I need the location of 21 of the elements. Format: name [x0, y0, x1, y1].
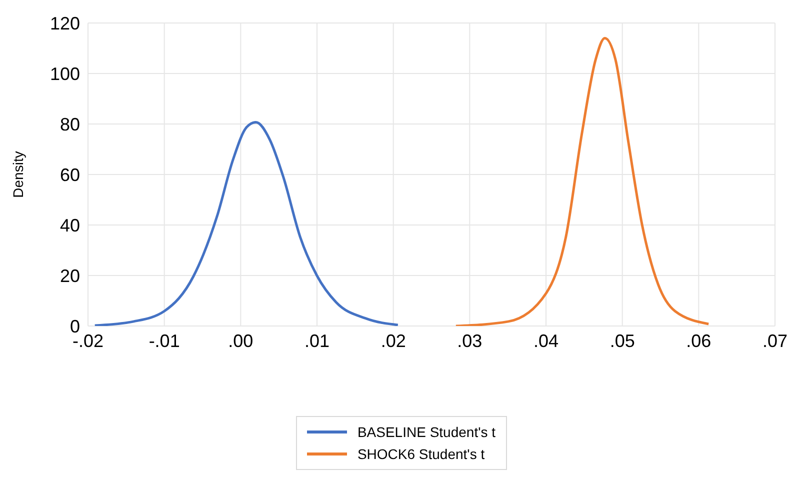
x-tick-label: .05	[610, 330, 635, 351]
x-tick-label: .03	[457, 330, 482, 351]
legend-label: SHOCK6 Student's t	[357, 446, 485, 462]
x-tick-label: .04	[533, 330, 559, 351]
y-tick-label: 100	[50, 64, 80, 84]
legend-label: BASELINE Student's t	[357, 424, 496, 440]
x-tick-label: .00	[228, 330, 254, 351]
line-series	[94, 120, 400, 326]
y-tick-label: 120	[50, 13, 80, 34]
y-axis-title: Density	[10, 151, 26, 198]
y-tick-label: 0	[70, 316, 80, 336]
y-tick-label: 80	[60, 114, 80, 134]
y-tick-label: 60	[60, 164, 80, 185]
x-tick-label: .02	[380, 330, 406, 351]
line-series	[454, 36, 710, 326]
x-tick-label: .07	[762, 330, 788, 351]
x-tick-label: .01	[304, 330, 330, 351]
x-tick-label: -.01	[148, 330, 180, 351]
y-tick-label: 40	[60, 215, 80, 236]
y-tick-label: 20	[60, 266, 80, 286]
x-tick-label: .06	[686, 330, 712, 351]
